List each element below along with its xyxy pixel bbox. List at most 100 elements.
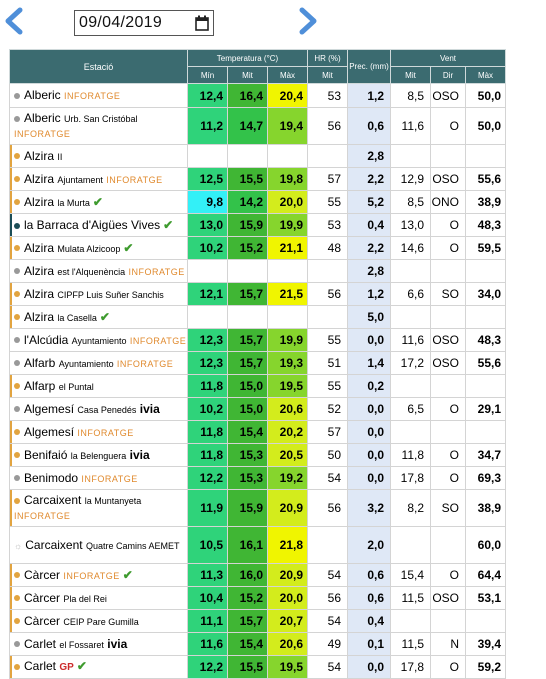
station-cell[interactable]: Benimodo INFORATGE (9, 466, 188, 490)
station-cell[interactable]: Alzira la Murta ✔ (9, 190, 188, 214)
station-header[interactable]: Estació (9, 49, 188, 84)
row-marker (10, 633, 12, 655)
station-cell[interactable]: Càrcer CEIP Pare Gumilla (9, 609, 188, 633)
station-name[interactable]: Alzira (24, 286, 55, 301)
table-row[interactable]: Alfarb Ayuntamiento INFORATGE 12,3 15,7 19,… (9, 351, 506, 375)
station-cell[interactable]: Alzira Mulata Alzicoop ✔ (9, 236, 188, 260)
station-name[interactable]: Alzira (24, 171, 55, 186)
station-cell[interactable]: Càrcer Pla del Rei (9, 586, 188, 610)
station-name[interactable]: Alzira (24, 263, 55, 278)
station-cell[interactable]: Alfarb Ayuntamiento INFORATGE (9, 351, 188, 375)
table-row[interactable]: Càrcer INFORATGE ✔ 11,3 16,0 20,9 54 0,6 15,4 O 6… (9, 563, 506, 587)
wind-header[interactable]: Vent (390, 49, 506, 67)
table-row[interactable]: Alzira Ajuntament INFORATGE 12,5 15,5 19,8 5… (9, 167, 506, 191)
station-name[interactable]: Alberic (24, 111, 61, 125)
wind-max-header[interactable]: Màx (465, 66, 506, 84)
wind-dir-cell: OSO (430, 328, 466, 352)
table-row[interactable]: Algemesí Casa Penedés ivia 10,2 15,0 20,6 52… (9, 397, 506, 421)
wind-mit-cell: 11,6 (390, 107, 431, 145)
inforatge-logo: INFORATGE (129, 335, 187, 346)
station-name[interactable]: Alzira (24, 240, 55, 255)
table-row[interactable]: Alberic Urb. San Cristóbal INFORATGE 11,2… (9, 107, 506, 145)
table-row[interactable]: Alzira la Casella ✔ 5,0 (9, 305, 506, 329)
station-name[interactable]: Carlet (24, 636, 57, 651)
table-row[interactable]: Alzira CIPFP Luis Suñer Sanchis 12,1 15,7 2… (9, 282, 506, 306)
station-cell[interactable]: Carcaixent la Muntanyeta INFORATGE (9, 489, 188, 527)
station-cell[interactable]: l'Alcúdia Ayuntamiento INFORATGE (9, 328, 188, 352)
station-name[interactable]: Alfarb (24, 355, 56, 370)
station-name[interactable]: Alzira (24, 309, 55, 324)
table-row[interactable]: Càrcer Pla del Rei 10,4 15,2 20,0 56 0,6 11,5 O… (9, 586, 506, 610)
table-row[interactable]: l'Alcúdia Ayuntamiento INFORATGE 12,3 15,7… (9, 328, 506, 352)
table-row[interactable]: Alzira Mulata Alzicoop ✔ 10,2 15,2 21,1 48 2,2… (9, 236, 506, 260)
table-row[interactable]: Alzira II 2,8 (9, 144, 506, 168)
table-row[interactable]: Carlet GP ✔ 12,2 15,5 19,5 54 0,0 17,8 O 59,2 (9, 655, 506, 679)
station-name[interactable]: la Barraca d'Aigües Vives (24, 218, 161, 232)
station-name[interactable]: Alberic (24, 88, 61, 102)
table-row[interactable]: Carcaixent la Muntanyeta INFORATGE 11,9 15… (9, 489, 506, 527)
table-row[interactable]: Càrcer CEIP Pare Gumilla 11,1 15,7 20,7 54 0,… (9, 609, 506, 633)
temperature-header[interactable]: Temperatura (°C) (187, 49, 308, 67)
station-cell[interactable]: Algemesí INFORATGE (9, 420, 188, 444)
table-row[interactable]: Carlet el Fossaret ivia 11,6 15,4 20,6 49 0,1… (9, 632, 506, 656)
humidity-header[interactable]: HR (%) (307, 49, 348, 67)
station-cell[interactable]: Alberic INFORATGE (9, 83, 188, 108)
precipitation-header[interactable]: Prec. (mm) (347, 49, 391, 84)
station-name[interactable]: Carcaixent (24, 493, 82, 507)
station-cell[interactable]: la Barraca d'Aigües Vives ✔ (9, 213, 188, 237)
station-name[interactable]: Carlet (24, 659, 57, 673)
date-picker-field[interactable]: 09/04/2019 (74, 10, 214, 36)
station-name[interactable]: Carcaixent (25, 537, 83, 552)
station-name[interactable]: Benimodo (24, 470, 79, 485)
temp-max-cell: 20,5 (267, 443, 308, 467)
table-row[interactable]: Alzira est l'Alquenència INFORATGE 2,8 (9, 259, 506, 283)
station-cell[interactable]: Alzira II (9, 144, 188, 168)
station-name[interactable]: Càrcer (24, 613, 61, 628)
table-row[interactable]: ☼ Carcaixent Quatre Camins AEMET 10,5 16,1 2… (9, 526, 506, 564)
temp-min-header[interactable]: Mín (187, 66, 228, 84)
calendar-icon[interactable] (195, 15, 209, 31)
table-row[interactable]: Algemesí INFORATGE 11,8 15,4 20,2 57 0,0 (9, 420, 506, 444)
row-marker (10, 168, 12, 190)
humidity-cell: 51 (307, 351, 348, 375)
previous-day-arrow-icon[interactable] (0, 6, 30, 36)
station-name[interactable]: Alzira (24, 194, 55, 209)
table-row[interactable]: Benifaió la Belenguera ivia 11,8 15,3 20,5 5… (9, 443, 506, 467)
station-cell[interactable]: Alberic Urb. San Cristóbal INFORATGE (9, 107, 188, 145)
wind-dir-header[interactable]: Dir (430, 66, 466, 84)
station-name[interactable]: Alfarp (24, 378, 56, 393)
temp-max-header[interactable]: Màx (267, 66, 308, 84)
station-cell[interactable]: Benifaió la Belenguera ivia (9, 443, 188, 467)
station-cell[interactable]: ☼ Carcaixent Quatre Camins AEMET (9, 526, 188, 564)
station-name[interactable]: l'Alcúdia (24, 332, 69, 347)
table-row[interactable]: Alfarp el Puntal 11,8 15,0 19,5 55 0,2 (9, 374, 506, 398)
station-name[interactable]: Algemesí (24, 401, 75, 416)
table-row[interactable]: Benimodo INFORATGE 12,2 15,3 19,2 54 0,0 17,8 O… (9, 466, 506, 490)
wind-mit-header[interactable]: Mit (390, 66, 431, 84)
wind-mit-cell: 14,6 (390, 236, 431, 260)
station-name[interactable]: Benifaió (24, 447, 68, 462)
temp-min-cell: 11,8 (187, 420, 228, 444)
station-name[interactable]: Càrcer (24, 567, 61, 582)
station-cell[interactable]: Alzira CIPFP Luis Suñer Sanchis (9, 282, 188, 306)
next-day-arrow-icon[interactable] (292, 6, 322, 36)
table-row[interactable]: la Barraca d'Aigües Vives ✔ 13,0 15,9 19,9 53… (9, 213, 506, 237)
station-cell[interactable]: Alzira la Casella ✔ (9, 305, 188, 329)
temp-mit-header[interactable]: Mit (227, 66, 268, 84)
station-cell[interactable]: Carlet GP ✔ (9, 655, 188, 679)
station-cell[interactable]: Carlet el Fossaret ivia (9, 632, 188, 656)
station-name[interactable]: Algemesí (24, 424, 75, 439)
station-cell[interactable]: Càrcer INFORATGE ✔ (9, 563, 188, 587)
station-name[interactable]: Càrcer (24, 590, 61, 605)
station-cell[interactable]: Alzira Ajuntament INFORATGE (9, 167, 188, 191)
station-name[interactable]: Alzira (24, 148, 55, 163)
inforatge-logo: INFORATGE (14, 129, 71, 139)
table-row[interactable]: Alberic INFORATGE 12,4 16,4 20,4 53 1,2 8,5 OSO… (9, 83, 506, 108)
station-cell[interactable]: Alzira est l'Alquenència INFORATGE (9, 259, 188, 283)
humidity-cell: 53 (307, 213, 348, 237)
table-row[interactable]: Alzira la Murta ✔ 9,8 14,2 20,0 55 5,2 8,5 ONO 38… (9, 190, 506, 214)
station-cell[interactable]: Algemesí Casa Penedés ivia (9, 397, 188, 421)
humidity-cell: 53 (307, 83, 348, 108)
station-cell[interactable]: Alfarp el Puntal (9, 374, 188, 398)
humidity-mit-header[interactable]: Mit (307, 66, 348, 84)
